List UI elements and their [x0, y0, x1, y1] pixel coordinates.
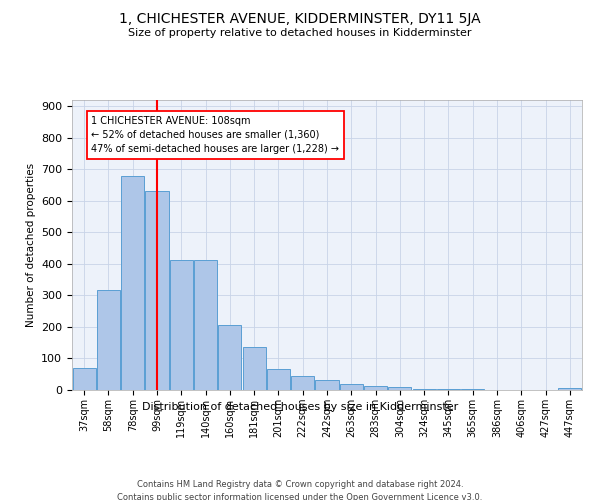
Text: Contains HM Land Registry data © Crown copyright and database right 2024.
Contai: Contains HM Land Registry data © Crown c… [118, 480, 482, 500]
Bar [461, 388, 484, 390]
Bar [559, 388, 581, 390]
Text: Distribution of detached houses by size in Kidderminster: Distribution of detached houses by size … [142, 402, 458, 412]
Text: 1, CHICHESTER AVENUE, KIDDERMINSTER, DY11 5JA: 1, CHICHESTER AVENUE, KIDDERMINSTER, DY1… [119, 12, 481, 26]
Text: 1 CHICHESTER AVENUE: 108sqm
← 52% of detached houses are smaller (1,360)
47% of : 1 CHICHESTER AVENUE: 108sqm ← 52% of det… [91, 116, 340, 154]
Bar [121, 176, 144, 390]
Bar [413, 388, 436, 390]
Bar [170, 260, 193, 390]
Text: Size of property relative to detached houses in Kidderminster: Size of property relative to detached ho… [128, 28, 472, 38]
Bar [267, 368, 290, 390]
Bar [388, 387, 412, 390]
Bar [218, 325, 241, 390]
Bar [340, 384, 363, 390]
Bar [97, 290, 120, 390]
Bar [145, 191, 169, 390]
Bar [316, 380, 338, 390]
Bar [242, 348, 266, 390]
Bar [73, 368, 95, 390]
Y-axis label: Number of detached properties: Number of detached properties [26, 163, 35, 327]
Bar [291, 376, 314, 390]
Bar [437, 388, 460, 390]
Bar [364, 386, 387, 390]
Bar [194, 260, 217, 390]
